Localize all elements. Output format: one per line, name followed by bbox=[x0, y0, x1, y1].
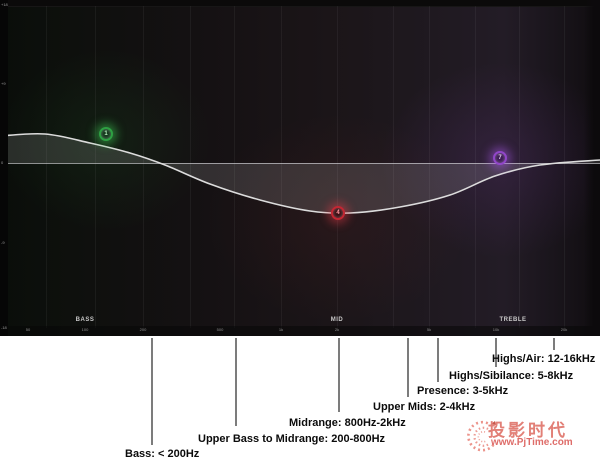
annotation-callout-line bbox=[407, 338, 409, 397]
gridline bbox=[95, 6, 96, 328]
annotation-callout-line bbox=[235, 338, 237, 426]
freq-tick-label: 200 bbox=[139, 327, 147, 332]
annotation-label: Bass: < 200Hz bbox=[125, 448, 200, 460]
eq-curve-svg bbox=[0, 132, 600, 215]
zone-label: TREBLE bbox=[499, 317, 527, 323]
annotation-label: Midrange: 800Hz-2kHz bbox=[289, 417, 406, 429]
eq-band-handle[interactable]: 7 bbox=[493, 151, 507, 165]
gain-tick-label: +9 bbox=[1, 81, 6, 86]
gridline bbox=[46, 6, 47, 328]
annotation-callout-line bbox=[553, 338, 555, 350]
annotation-callout-line bbox=[437, 338, 439, 382]
eq-graph-panel[interactable]: +18 +9 0 -9 -18 50 100 200 500 1k 2k 5k 10k 20k BASS… bbox=[0, 0, 600, 336]
freq-tick-label: 2k bbox=[334, 327, 340, 332]
gridline bbox=[564, 6, 565, 328]
gridline bbox=[337, 6, 338, 328]
gridline bbox=[429, 6, 430, 328]
zone-label: MID bbox=[330, 317, 344, 323]
annotation-callout-line bbox=[495, 338, 497, 367]
panel-right-shade bbox=[584, 0, 600, 336]
annotation-callout-line bbox=[338, 338, 340, 412]
freq-tick-label: 5k bbox=[426, 327, 432, 332]
annotation-label: Highs/Sibilance: 5-8kHz bbox=[449, 370, 574, 382]
frequency-axis: 50 100 200 500 1k 2k 5k 10k 20k bbox=[0, 326, 600, 336]
zone-label: BASS bbox=[75, 317, 95, 323]
annotation-label: Highs/Air: 12-16kHz bbox=[492, 353, 596, 365]
freq-tick-label: 50 bbox=[25, 327, 31, 332]
watermark-url: www.PjTime.com bbox=[491, 437, 573, 448]
freq-tick-label: 10k bbox=[492, 327, 500, 332]
freq-tick-label: 500 bbox=[216, 327, 224, 332]
annotation-label: Presence: 3-5kHz bbox=[417, 385, 509, 397]
freq-tick-label: 20k bbox=[560, 327, 568, 332]
gridline bbox=[190, 6, 191, 328]
gridline bbox=[143, 6, 144, 328]
gridline bbox=[475, 6, 476, 328]
gridline bbox=[281, 6, 282, 328]
annotation-label: Upper Bass to Midrange: 200-800Hz bbox=[198, 433, 386, 445]
gain-tick-label: -9 bbox=[1, 240, 5, 245]
freq-tick-label: 1k bbox=[278, 327, 284, 332]
pjtime-logo-icon bbox=[467, 420, 496, 452]
gridline bbox=[519, 6, 520, 328]
freq-tick-label: 100 bbox=[81, 327, 89, 332]
gridline bbox=[393, 6, 394, 328]
watermark-brand: 投影时代 bbox=[488, 421, 568, 440]
gain-tick-label: +18 bbox=[1, 2, 8, 7]
eq-band-handle[interactable]: 4 bbox=[331, 206, 345, 220]
eq-band-handle[interactable]: 1 bbox=[99, 127, 113, 141]
gain-axis: +18 +9 0 -9 -18 bbox=[0, 0, 8, 336]
annotation-callout-line bbox=[151, 338, 153, 445]
pjtime-watermark: 投影时代 www.PjTime.com bbox=[452, 414, 600, 458]
gain-tick-label: -18 bbox=[1, 325, 7, 330]
gridline bbox=[234, 6, 235, 328]
annotation-label: Upper Mids: 2-4kHz bbox=[373, 401, 476, 413]
gain-tick-label: 0 bbox=[1, 160, 4, 165]
